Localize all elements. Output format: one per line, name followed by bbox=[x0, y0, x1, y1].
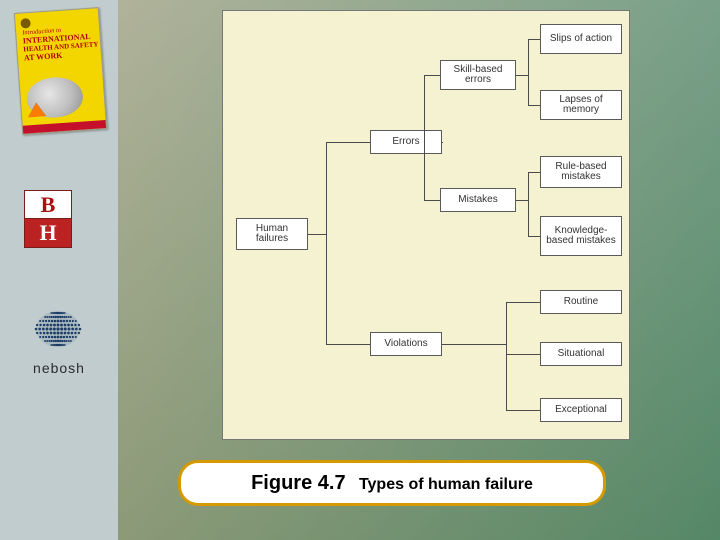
nebosh-label: nebosh bbox=[0, 360, 118, 376]
connector bbox=[326, 344, 370, 345]
connector bbox=[424, 200, 440, 201]
node-skill: Skill-based errors bbox=[440, 60, 516, 90]
connector bbox=[442, 142, 443, 143]
connector bbox=[424, 75, 440, 76]
connector bbox=[528, 236, 540, 237]
connector bbox=[506, 344, 507, 410]
connector bbox=[528, 200, 529, 236]
connector bbox=[506, 354, 540, 355]
bh-top: B bbox=[25, 191, 71, 219]
connector bbox=[516, 75, 528, 76]
bh-logo: B H bbox=[24, 190, 72, 248]
connector bbox=[528, 172, 529, 200]
connector bbox=[528, 172, 540, 173]
node-lapses: Lapses of memory bbox=[540, 90, 622, 120]
connector bbox=[424, 75, 425, 142]
nebosh-globe-icon bbox=[28, 304, 88, 354]
connector bbox=[528, 39, 540, 40]
connector bbox=[506, 302, 507, 344]
book-stripe bbox=[23, 120, 106, 134]
figure-title: Types of human failure bbox=[359, 476, 533, 493]
connector bbox=[528, 39, 529, 75]
node-slips: Slips of action bbox=[540, 24, 622, 54]
connector bbox=[326, 234, 327, 344]
node-rule: Rule-based mistakes bbox=[540, 156, 622, 188]
book-cover: Introduction to INTERNATIONAL HEALTH AND… bbox=[14, 7, 107, 135]
connector bbox=[506, 410, 540, 411]
warning-triangle-icon bbox=[27, 102, 46, 117]
node-routine: Routine bbox=[540, 290, 622, 314]
connector bbox=[528, 75, 529, 105]
figure-number: Figure 4.7 bbox=[251, 472, 345, 494]
connector bbox=[424, 142, 425, 200]
node-violations: Violations bbox=[370, 332, 442, 356]
connector bbox=[326, 142, 370, 143]
node-mistakes: Mistakes bbox=[440, 188, 516, 212]
node-exceptional: Exceptional bbox=[540, 398, 622, 422]
sidebar: Introduction to INTERNATIONAL HEALTH AND… bbox=[0, 0, 118, 540]
node-knowledge: Knowledge-based mistakes bbox=[540, 216, 622, 256]
node-situational: Situational bbox=[540, 342, 622, 366]
bh-bottom: H bbox=[25, 219, 71, 247]
connector bbox=[516, 200, 528, 201]
connector bbox=[406, 142, 407, 143]
node-human: Human failures bbox=[236, 218, 308, 250]
connector bbox=[308, 234, 326, 235]
figure-caption: Figure 4.7 Types of human failure bbox=[178, 460, 606, 506]
connector bbox=[326, 142, 327, 234]
book-badge-icon bbox=[20, 18, 31, 29]
connector bbox=[528, 105, 540, 106]
connector bbox=[506, 302, 540, 303]
connector bbox=[442, 344, 506, 345]
